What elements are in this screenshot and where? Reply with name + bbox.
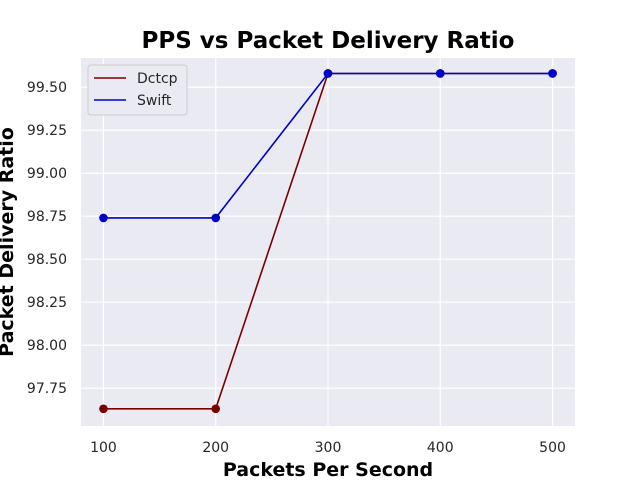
swift-data-point [99, 213, 108, 223]
swift-data-point [323, 69, 333, 78]
x-axis-label: Packets Per Second [223, 459, 433, 480]
x-tick-label: 200 [202, 440, 229, 456]
y-tick-label: 98.75 [27, 209, 67, 225]
legend-label-swift: Swift [137, 93, 172, 109]
y-tick-label: 98.50 [27, 252, 67, 268]
x-tick-label: 400 [427, 440, 454, 456]
y-axis-label: Packet Delivery Ratio [0, 127, 18, 357]
legend-label-dctcp: Dctcp [137, 71, 178, 87]
x-tick-label: 300 [315, 440, 342, 456]
y-tick-label: 99.00 [27, 166, 67, 182]
grid-lines [81, 58, 575, 426]
dctcp-data-point [211, 404, 221, 414]
swift-data-point [435, 69, 445, 78]
swift-data-point [211, 213, 221, 223]
series-layer [99, 69, 557, 414]
x-tick-labels: 100 200 300 400 500 [90, 440, 566, 456]
x-tick-label: 100 [90, 440, 117, 456]
legend: Dctcp Swift [87, 64, 188, 116]
swift-data-point [548, 69, 557, 78]
y-tick-label: 99.50 [27, 80, 67, 96]
chart-title: PPS vs Packet Delivery Ratio [142, 28, 515, 54]
y-tick-label: 98.00 [27, 338, 67, 354]
x-tick-label: 500 [539, 440, 566, 456]
y-tick-label: 97.75 [27, 381, 67, 397]
dctcp-data-point [99, 404, 108, 414]
y-tick-labels: 97.75 98.00 98.25 98.50 98.75 99.00 99.25 99.50 [27, 80, 67, 397]
y-tick-label: 98.25 [27, 295, 67, 311]
y-tick-label: 99.25 [27, 123, 67, 139]
